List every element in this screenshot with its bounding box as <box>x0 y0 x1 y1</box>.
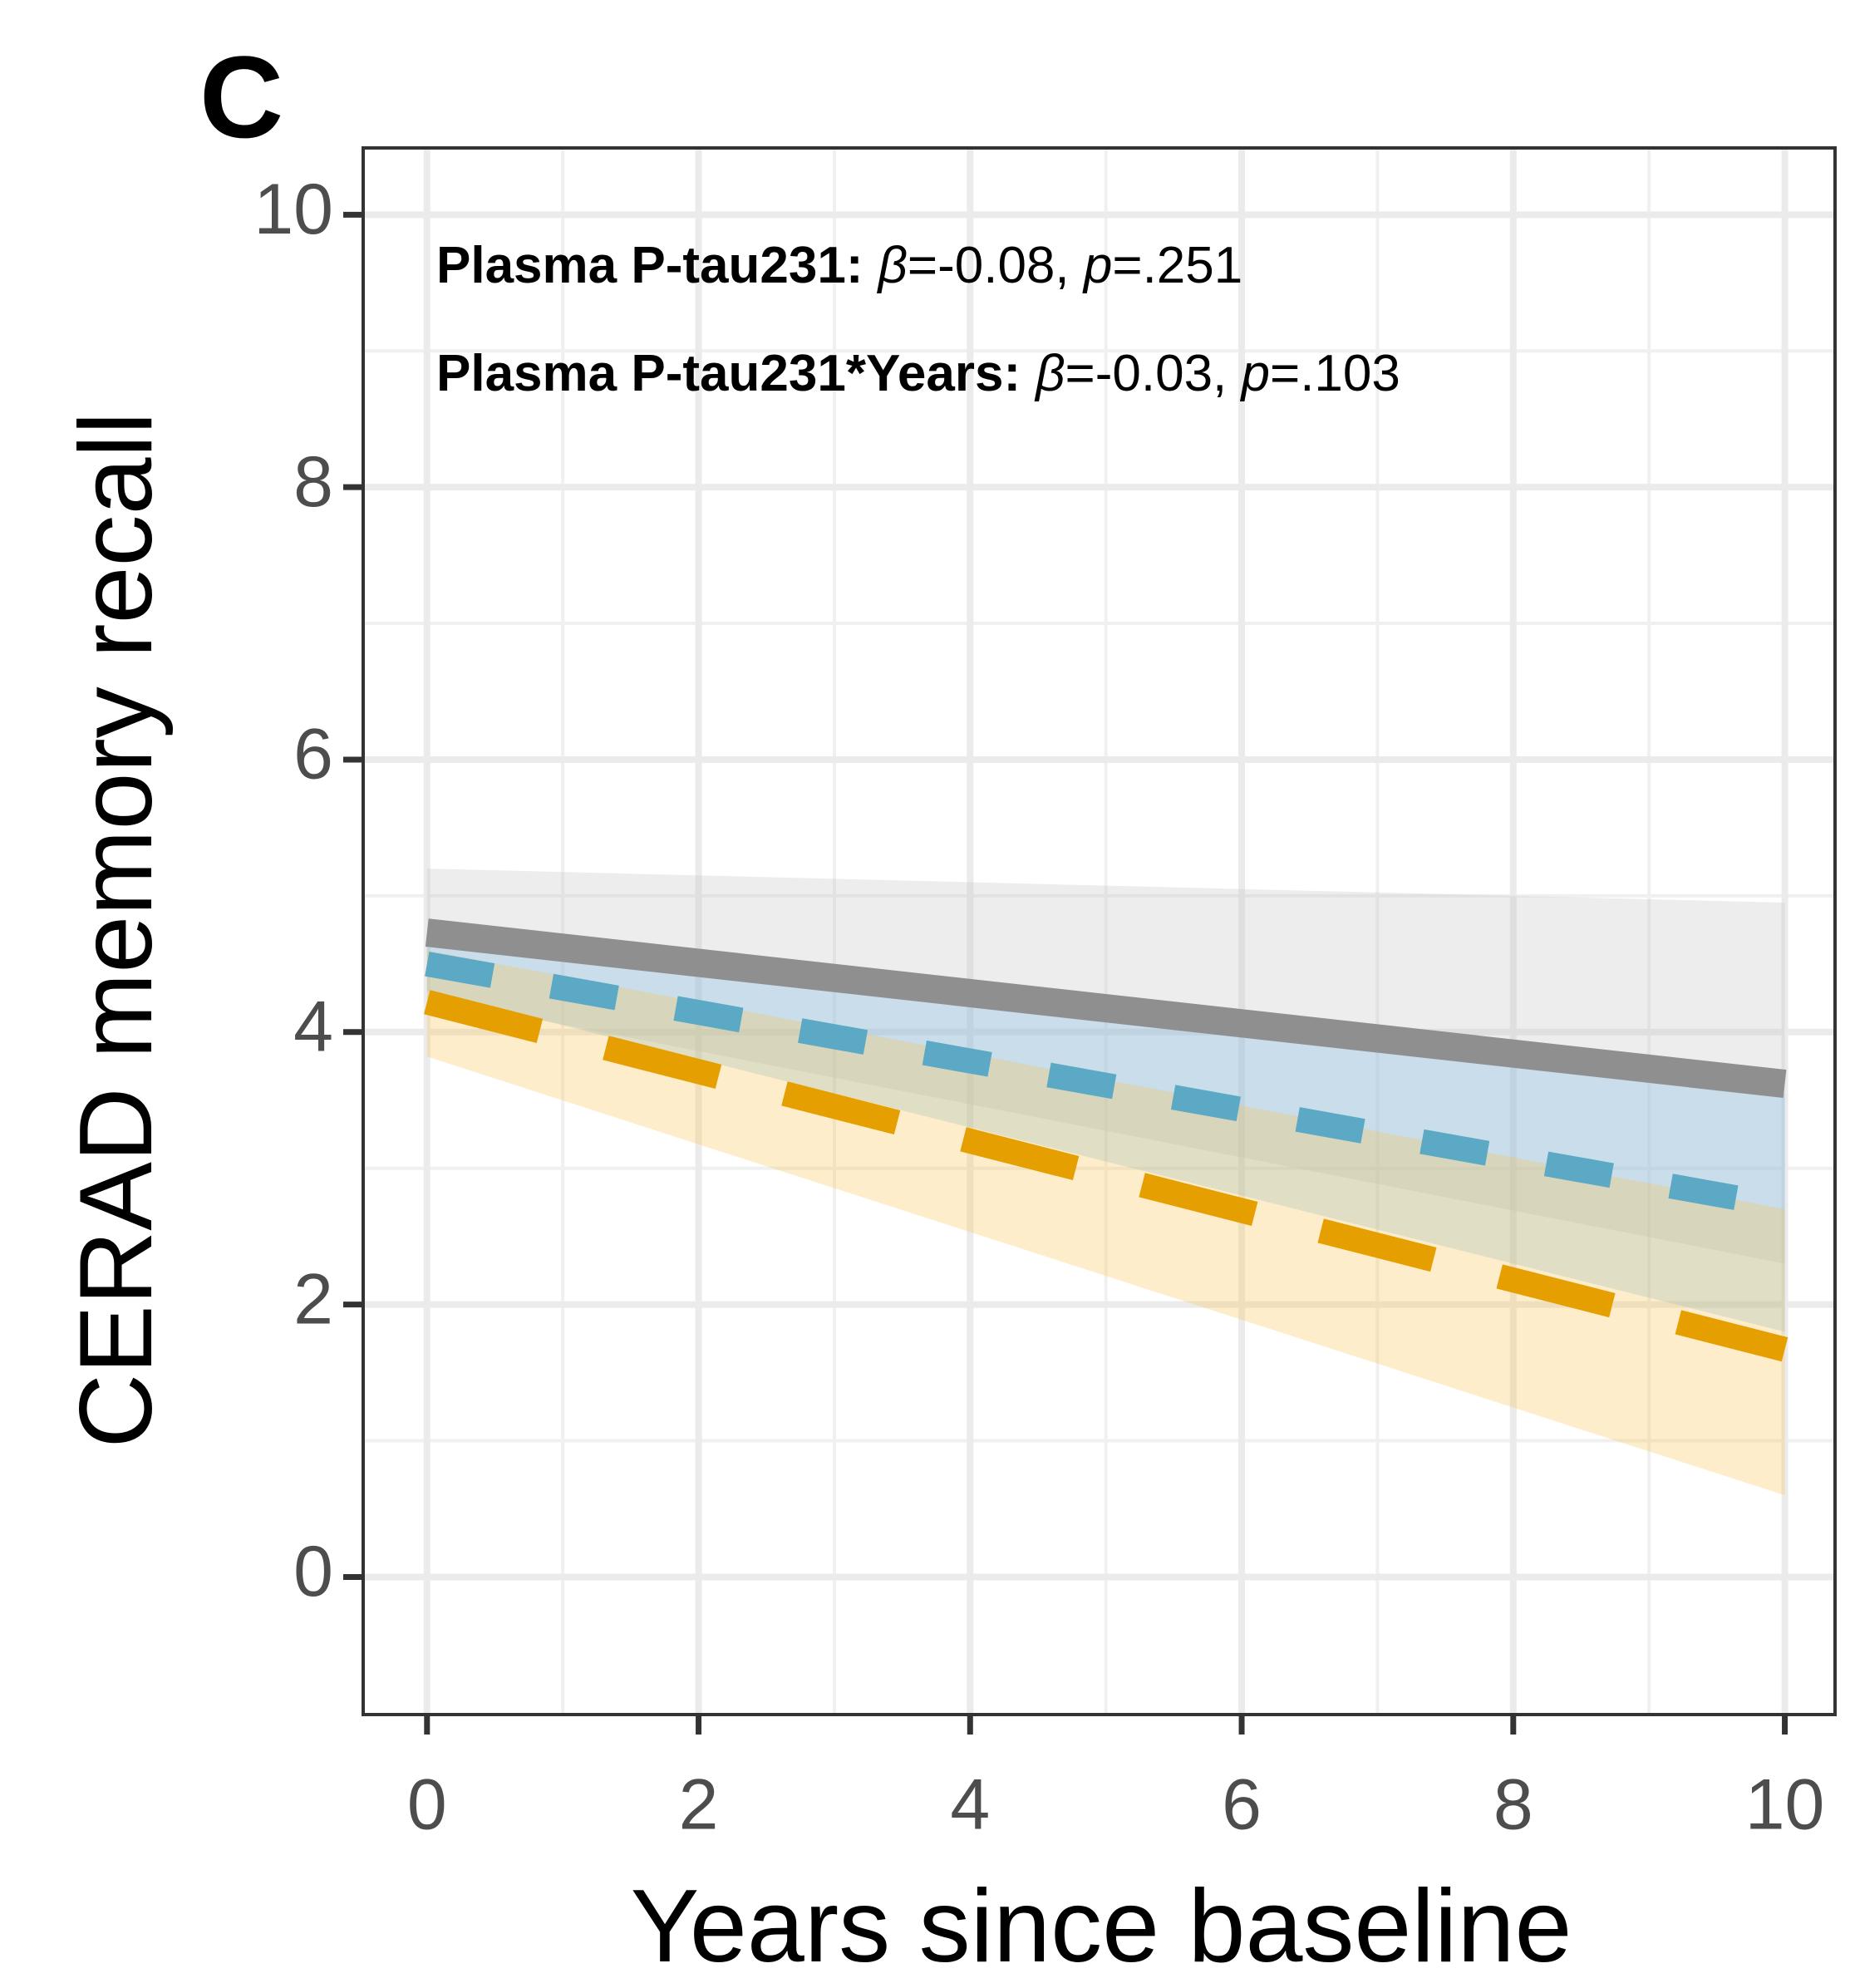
annotation-part: =.251 <box>1112 237 1242 294</box>
annotation-label: Plasma P-tau231: <box>436 237 863 294</box>
trend-line <box>424 990 1788 1362</box>
plot-area <box>363 148 1835 1715</box>
x-axis-title: Years since baseline <box>631 1869 1572 1984</box>
panel-label: C <box>199 32 283 162</box>
x-tick-label: 4 <box>950 1765 990 1845</box>
y-tick-label: 10 <box>253 170 333 249</box>
confidence-ribbon <box>426 950 1785 1496</box>
y-axis-title: CERAD memory recall <box>59 411 174 1448</box>
annotation: Plasma P-tau231: β=-0.08, p=.251 <box>436 237 1242 294</box>
y-tick-label: 8 <box>293 442 333 522</box>
annotation: Plasma P-tau231*Years: β=-0.03, p=.103 <box>436 345 1400 402</box>
annotation-part: p <box>1082 237 1112 294</box>
y-tick-label: 6 <box>293 715 333 795</box>
trend-line <box>425 952 1788 1219</box>
x-tick-label: 0 <box>407 1765 447 1845</box>
annotation-part: β <box>876 237 907 294</box>
annotation-part: β <box>1034 345 1065 402</box>
y-tick-label: 4 <box>293 987 333 1067</box>
x-tick-label: 10 <box>1745 1765 1825 1845</box>
annotation-part: =-0.08, <box>908 237 1084 294</box>
annotation-part: p <box>1240 345 1270 402</box>
panel-border <box>362 146 1837 1716</box>
annotation-label: Plasma P-tau231*Years: <box>436 345 1021 402</box>
x-tick-label: 8 <box>1493 1765 1533 1845</box>
x-tick-label: 6 <box>1222 1765 1262 1845</box>
y-tick-label: 2 <box>293 1259 333 1339</box>
annotation-part: =.103 <box>1270 345 1400 402</box>
annotation-part: =-0.03, <box>1065 345 1242 402</box>
trend-line <box>425 918 1787 1098</box>
y-tick-label: 0 <box>293 1532 333 1612</box>
x-tick-label: 2 <box>679 1765 719 1845</box>
confidence-ribbon <box>426 937 1785 1332</box>
